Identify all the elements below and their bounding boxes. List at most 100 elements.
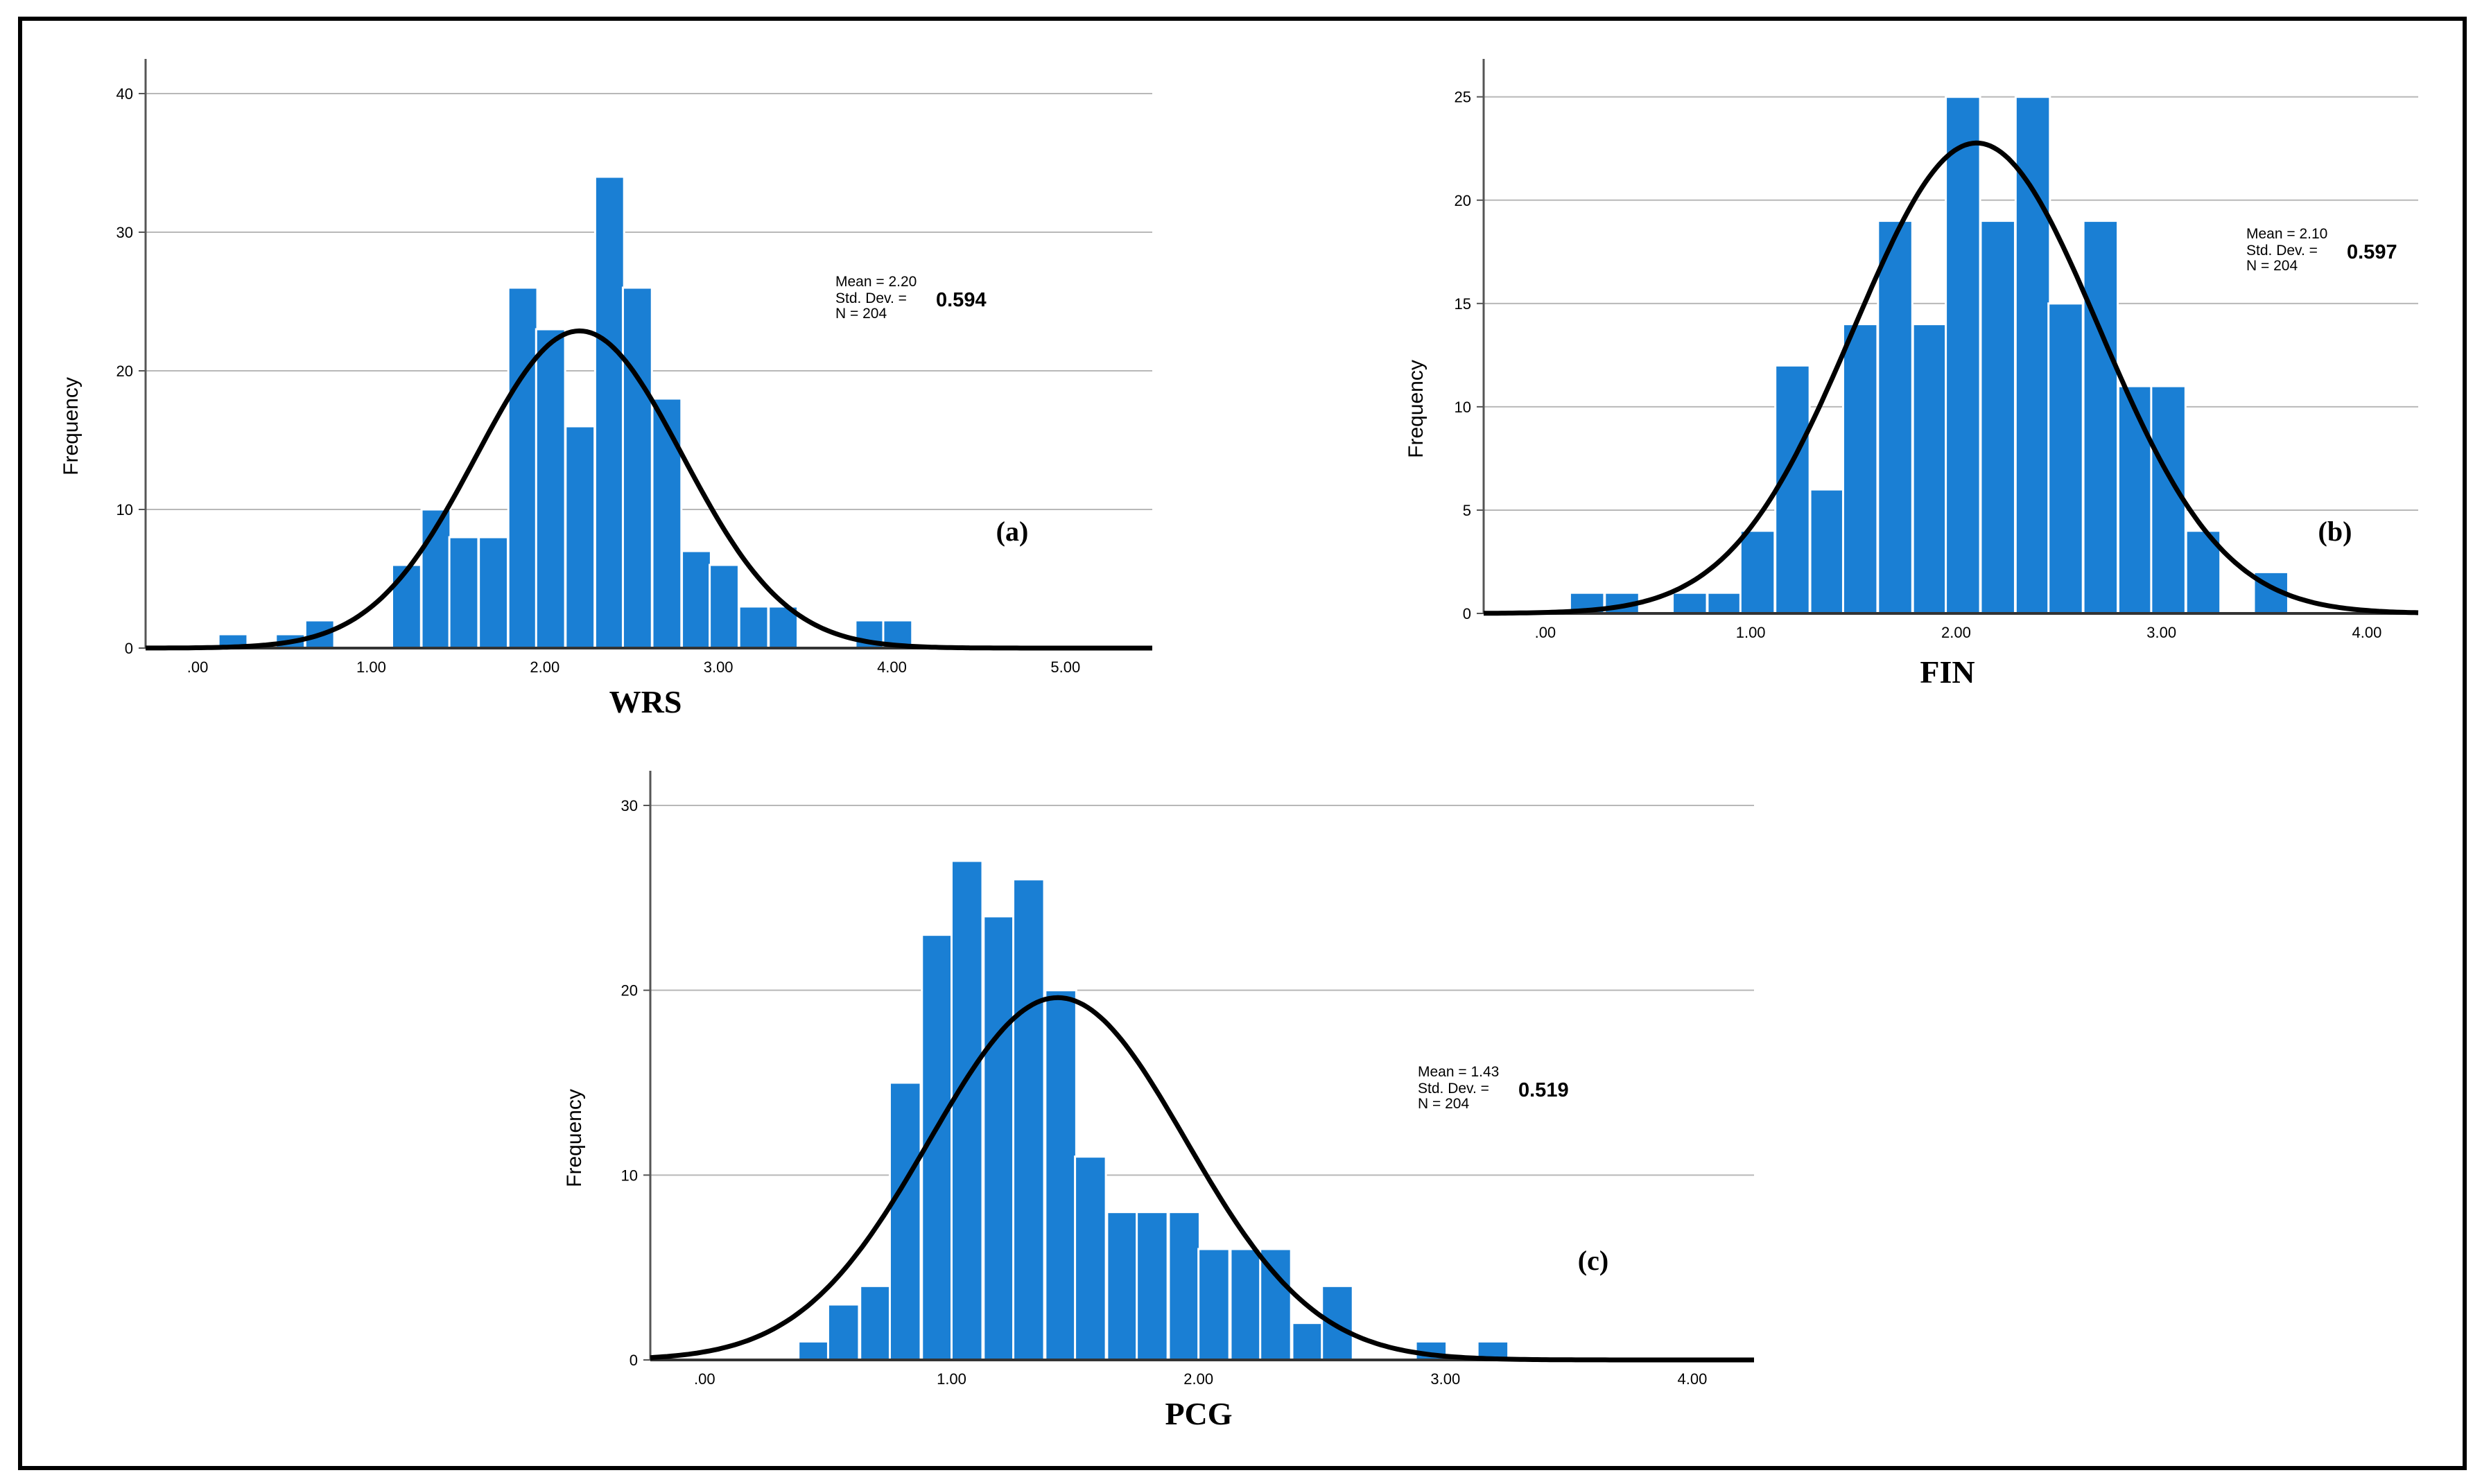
stat-n: N = 204 bbox=[1418, 1096, 1469, 1112]
y-tick-label: 0 bbox=[630, 1352, 638, 1369]
histogram-bar bbox=[1291, 1322, 1325, 1361]
stat-mean: Mean = 2.10 bbox=[2246, 226, 2327, 242]
histogram-bar bbox=[738, 605, 770, 649]
histogram-bar bbox=[621, 286, 653, 649]
y-tick-label: 20 bbox=[621, 982, 638, 999]
histogram-bar bbox=[1706, 591, 1743, 615]
histogram-bar bbox=[921, 934, 954, 1361]
histogram-bar bbox=[651, 397, 683, 649]
y-tick-label: 20 bbox=[116, 363, 133, 380]
histogram-bar bbox=[1197, 1248, 1231, 1361]
x-tick-label: 3.00 bbox=[2146, 624, 2176, 641]
histogram-bar bbox=[448, 536, 480, 649]
histogram-bar bbox=[1774, 364, 1811, 615]
histogram-fin: 0 5 10 15 20 25 .00 1.00 2.00 3.00 4.00 Frequency FI… bbox=[1405, 59, 2419, 690]
histogram-bar bbox=[1074, 1155, 1107, 1361]
stat-mean: Mean = 1.43 bbox=[1418, 1064, 1499, 1080]
x-tick-label: .00 bbox=[187, 658, 209, 676]
x-tick-label: 1.00 bbox=[1736, 624, 1766, 641]
histogram-bar bbox=[593, 175, 625, 649]
y-axis-title: Frequency bbox=[563, 1089, 586, 1187]
x-tick-label: 4.00 bbox=[1678, 1370, 1708, 1388]
normal-curve bbox=[650, 995, 1754, 1363]
normal-curve bbox=[1484, 140, 2419, 616]
y-tick-label: 10 bbox=[116, 501, 133, 518]
histogram-bar bbox=[1911, 323, 1949, 615]
stat-mean: Mean = 2.20 bbox=[835, 274, 917, 290]
x-tick-label: 2.00 bbox=[530, 658, 559, 676]
x-axis-title: FIN bbox=[1920, 654, 1975, 690]
histogram-bar bbox=[2082, 220, 2119, 615]
histogram-bar bbox=[1672, 591, 1708, 615]
x-tick-label: 4.00 bbox=[877, 658, 907, 676]
histogram-bar bbox=[1229, 1248, 1262, 1361]
histogram-bar bbox=[507, 286, 539, 649]
y-tick-label: 0 bbox=[125, 640, 133, 657]
histogram-bar bbox=[826, 1303, 860, 1361]
x-tick-label: 4.00 bbox=[2352, 624, 2382, 641]
x-tick-label: 1.00 bbox=[356, 658, 386, 676]
histogram-bar bbox=[1136, 1211, 1169, 1361]
stat-sd-label: Std. Dev. = bbox=[2246, 243, 2318, 259]
histogram-bar bbox=[859, 1284, 892, 1361]
histogram-bar bbox=[420, 508, 452, 649]
histogram-bar bbox=[1841, 323, 1879, 615]
y-tick-label: 5 bbox=[1463, 502, 1471, 519]
panel-label: (a) bbox=[996, 516, 1029, 547]
normal-curve bbox=[146, 328, 1152, 651]
y-tick-label: 30 bbox=[116, 224, 133, 241]
stat-sd-label: Std. Dev. = bbox=[835, 290, 907, 306]
y-tick-label: 25 bbox=[1455, 89, 1471, 106]
histogram-bar bbox=[709, 564, 740, 649]
histogram-bar bbox=[535, 328, 566, 649]
y-tick-label: 0 bbox=[1463, 605, 1471, 622]
x-axis-title: PCG bbox=[1165, 1396, 1232, 1431]
histogram-bar bbox=[1321, 1284, 1354, 1361]
histogram-bar bbox=[1044, 989, 1077, 1361]
histogram-bar bbox=[1106, 1211, 1139, 1361]
histogram-bar bbox=[982, 915, 1016, 1361]
x-tick-label: 3.00 bbox=[1430, 1370, 1460, 1388]
histogram-bar bbox=[681, 550, 712, 649]
y-tick-label: 10 bbox=[621, 1167, 638, 1184]
y-tick-label: 20 bbox=[1455, 192, 1471, 209]
stat-n: N = 204 bbox=[2246, 258, 2298, 274]
histogram-wrs: 0 10 20 30 40 .00 1.00 2.00 3.00 4.00 5.00 Frequenc… bbox=[60, 59, 1152, 719]
histogram-bar bbox=[478, 536, 509, 649]
y-tick-label: 40 bbox=[116, 85, 133, 103]
histogram-bar bbox=[390, 564, 422, 649]
histogram-bar bbox=[1739, 530, 1776, 615]
panel-label: (b) bbox=[2318, 516, 2352, 547]
x-tick-label: 1.00 bbox=[937, 1370, 966, 1388]
x-tick-label: .00 bbox=[694, 1370, 715, 1388]
y-axis-title: Frequency bbox=[60, 377, 83, 475]
stat-sd-value: 0.519 bbox=[1518, 1079, 1569, 1101]
x-axis-title: WRS bbox=[609, 684, 682, 719]
histogram-bar bbox=[564, 425, 596, 649]
histogram-bar bbox=[888, 1081, 922, 1361]
histogram-bar bbox=[1877, 220, 1913, 615]
y-tick-label: 30 bbox=[621, 797, 638, 814]
figure-frame bbox=[18, 17, 2467, 1470]
stat-sd-value: 0.594 bbox=[936, 289, 987, 311]
histogram-bar bbox=[1945, 96, 1981, 615]
histogram-bar bbox=[2117, 385, 2154, 615]
histogram-bar bbox=[1168, 1211, 1201, 1361]
histogram-bar bbox=[1012, 878, 1045, 1361]
panel-label: (c) bbox=[1578, 1245, 1608, 1276]
y-axis-title: Frequency bbox=[1405, 360, 1427, 458]
stat-sd-label: Std. Dev. = bbox=[1418, 1081, 1489, 1097]
stat-sd-value: 0.597 bbox=[2347, 241, 2397, 263]
y-tick-label: 10 bbox=[1455, 399, 1471, 416]
histogram-pcg: 0 10 20 30 .00 1.00 2.00 3.00 4.00 Frequency PCG (c… bbox=[563, 771, 1754, 1431]
histogram-bar bbox=[1259, 1248, 1292, 1361]
histogram-bar bbox=[2150, 385, 2187, 615]
x-tick-label: .00 bbox=[1535, 624, 1556, 641]
y-tick-label: 15 bbox=[1455, 295, 1471, 313]
x-tick-label: 2.00 bbox=[1183, 1370, 1213, 1388]
histogram-bar bbox=[2047, 302, 2084, 615]
histogram-bar bbox=[797, 1340, 831, 1361]
x-tick-label: 3.00 bbox=[704, 658, 734, 676]
histogram-bar bbox=[951, 859, 984, 1361]
